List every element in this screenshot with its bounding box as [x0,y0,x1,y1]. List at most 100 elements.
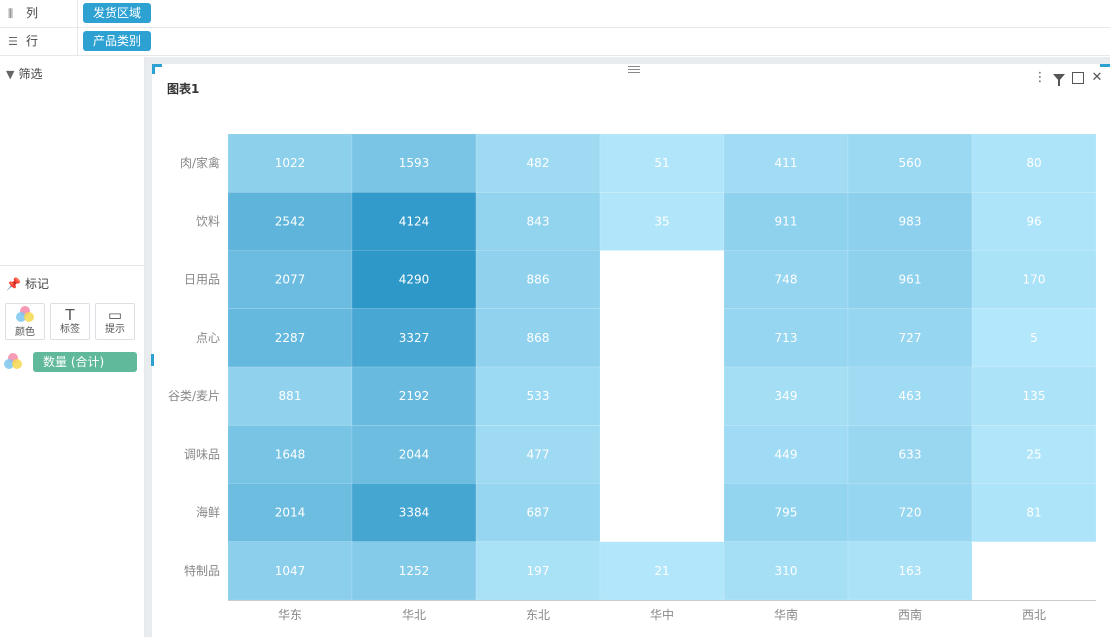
heatmap-cell[interactable] [847,192,973,251]
heatmap-cell[interactable] [723,250,849,309]
data-label: 1252 [399,564,430,578]
heatmap-cell[interactable] [475,425,601,484]
heatmap-cell[interactable] [971,308,1097,368]
heatmap-cell[interactable] [475,483,601,542]
x-tick-label: 华南 [774,607,798,622]
heatmap-cell[interactable] [847,250,973,309]
data-label: 886 [527,273,550,287]
left-panel: ▼ 筛选 📌 标记 颜色 T 标签 ▭ 提示 数量 (合计) [0,57,145,637]
heatmap-cell[interactable] [227,308,353,368]
resize-handle-left[interactable] [151,354,154,366]
resize-corner[interactable] [1100,64,1110,67]
heatmap-cell[interactable] [723,133,849,193]
rows-shelf: ☰ 行 产品类别 [0,28,1110,56]
heatmap-cell[interactable] [227,425,353,484]
filter-icon[interactable] [1051,70,1067,86]
heatmap-cell[interactable] [351,425,477,484]
data-label: 911 [775,214,798,228]
rows-field-pill[interactable]: 产品类别 [83,31,152,51]
color-measure-row: 数量 (合计) [4,352,139,374]
heatmap-cell[interactable] [351,541,477,601]
y-tick-label: 饮料 [196,214,220,228]
heatmap-cell[interactable] [847,425,973,484]
heatmap-cell[interactable] [227,250,353,309]
heatmap-cell[interactable] [227,541,353,601]
y-tick-label: 谷类/麦片 [168,389,220,403]
label-mark-button[interactable]: T 标签 [50,303,90,340]
color-mark-button[interactable]: 颜色 [5,303,45,340]
heatmap-cell[interactable] [723,425,849,484]
y-tick-label: 点心 [196,331,220,345]
section-divider [0,265,145,266]
heatmap-cell[interactable] [847,541,973,601]
heatmap-cell[interactable] [599,192,725,251]
pin-icon: 📌 [6,277,21,291]
heatmap-cell[interactable] [351,308,477,368]
maximize-icon[interactable] [1070,70,1086,86]
data-label: 961 [899,273,922,287]
heatmap-cell[interactable] [723,541,849,601]
filter-section-header[interactable]: ▼ 筛选 [6,67,43,81]
heatmap-cell[interactable] [475,366,601,426]
columns-shelf: ⫼ 列 发货区域 [0,0,1110,28]
heatmap-cell[interactable] [227,366,353,426]
data-label: 170 [1023,273,1046,287]
heatmap-cell[interactable] [971,250,1097,309]
data-label: 463 [899,389,922,403]
data-label: 482 [527,156,550,170]
y-tick-label: 特制品 [184,563,220,578]
heatmap-cell[interactable] [475,308,601,368]
data-label: 4124 [399,214,430,228]
heatmap-cell[interactable] [971,483,1097,542]
data-label: 687 [527,506,550,520]
x-tick-label: 西南 [898,607,922,622]
columns-field-pill[interactable]: 发货区域 [83,3,152,23]
data-label: 477 [527,447,550,461]
heatmap-cell[interactable] [227,483,353,542]
tooltip-mark-button[interactable]: ▭ 提示 [95,303,135,340]
heatmap-cell[interactable] [351,250,477,309]
drag-handle-icon[interactable] [628,66,640,74]
heatmap-cell[interactable] [475,250,601,309]
heatmap-cell[interactable] [971,192,1097,251]
data-label: 81 [1026,506,1041,520]
heatmap-cell[interactable] [971,133,1097,193]
measure-pill[interactable]: 数量 (合计) [33,352,137,372]
resize-corner[interactable] [152,64,155,74]
data-label: 881 [279,389,302,403]
tooltip-icon: ▭ [107,306,123,324]
heatmap-cell[interactable] [475,541,601,601]
data-label: 2014 [275,506,306,520]
data-label: 4290 [399,273,430,287]
heatmap-cell[interactable] [723,308,849,368]
data-label: 51 [654,156,669,170]
heatmap-cell[interactable] [475,192,601,251]
heatmap-cell[interactable] [723,192,849,251]
heatmap-cell[interactable] [723,483,849,542]
heatmap-cell[interactable] [847,133,973,193]
data-label: 2287 [275,331,306,345]
heatmap-cell[interactable] [971,366,1097,426]
resize-corner[interactable] [152,64,162,67]
heatmap-cell[interactable] [227,192,353,251]
data-label: 633 [899,447,922,461]
data-label: 727 [899,331,922,345]
heatmap-cell[interactable] [599,133,725,193]
data-label: 2044 [399,447,430,461]
columns-icon: ⫼ [8,7,14,20]
x-tick-label: 西北 [1022,608,1046,622]
heatmap-cell[interactable] [971,425,1097,484]
heatmap-cell[interactable] [227,133,353,193]
data-label: 349 [775,389,798,403]
data-label: 449 [775,447,798,461]
data-label: 21 [654,564,669,578]
data-label: 1648 [275,447,306,461]
heatmap-cell[interactable] [723,366,849,426]
more-vertical-icon[interactable]: ⋮ [1033,70,1047,85]
heatmap-cell[interactable] [351,483,477,542]
heatmap-cell[interactable] [599,541,725,601]
heatmap-cell[interactable] [847,308,973,368]
data-label: 411 [775,156,798,170]
close-icon[interactable]: ✕ [1091,70,1103,85]
heatmap-cell[interactable] [351,366,477,426]
